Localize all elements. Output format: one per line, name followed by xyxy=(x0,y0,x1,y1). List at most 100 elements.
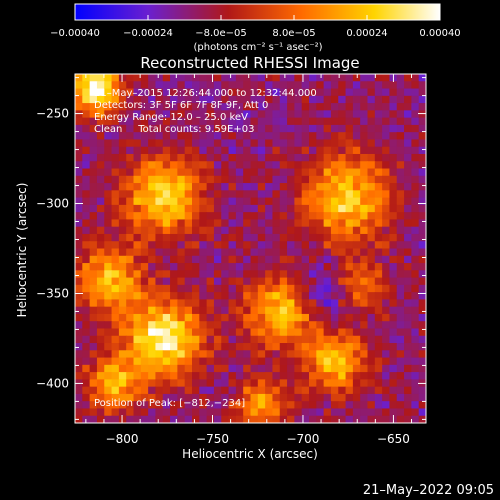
heatmap-cell xyxy=(221,393,230,402)
heatmap-cell xyxy=(82,321,91,330)
heatmap-cell xyxy=(104,284,113,293)
heatmap-cell xyxy=(162,372,171,380)
heatmap-cell xyxy=(301,153,310,162)
heatmap-cell xyxy=(352,343,361,351)
heatmap-cell xyxy=(272,263,281,271)
heatmap-cell xyxy=(396,161,405,170)
heatmap-cell xyxy=(206,103,215,111)
heatmap-cell xyxy=(111,379,120,388)
heatmap-cell xyxy=(104,379,113,388)
heatmap-cell xyxy=(206,284,215,293)
heatmap-cell xyxy=(323,379,332,388)
heatmap-cell xyxy=(330,284,339,293)
heatmap-cell xyxy=(162,161,171,170)
heatmap-cell xyxy=(235,190,244,199)
heatmap-cell xyxy=(411,197,420,206)
heatmap-cell xyxy=(213,95,222,104)
heatmap-cell xyxy=(82,248,91,257)
heatmap-cell xyxy=(257,277,266,286)
heatmap-cell xyxy=(133,219,142,228)
heatmap-cell xyxy=(257,175,266,184)
heatmap-cell xyxy=(257,248,266,257)
heatmap-cell xyxy=(257,124,266,133)
heatmap-cell xyxy=(243,277,252,286)
heatmap-cell xyxy=(89,233,98,242)
heatmap-cell xyxy=(133,306,142,315)
heatmap-cell xyxy=(352,103,361,111)
heatmap-cell xyxy=(279,357,288,366)
heatmap-cell xyxy=(352,357,361,366)
heatmap-cell xyxy=(111,415,120,423)
heatmap-cell xyxy=(352,212,361,221)
heatmap-cell xyxy=(360,168,369,177)
heatmap-cell xyxy=(221,328,230,337)
heatmap-cell xyxy=(272,255,281,264)
heatmap-cell xyxy=(250,132,259,141)
heatmap-cell xyxy=(338,306,347,315)
heatmap-cell xyxy=(338,88,347,97)
heatmap-cell xyxy=(82,255,91,264)
heatmap-cell xyxy=(301,212,310,221)
heatmap-cell xyxy=(140,226,149,235)
heatmap-cell xyxy=(192,212,200,221)
heatmap-cell xyxy=(323,401,332,410)
heatmap-cell xyxy=(104,204,113,213)
heatmap-cell xyxy=(287,117,295,126)
heatmap-cell xyxy=(294,146,303,155)
heatmap-cell xyxy=(301,263,310,271)
heatmap-cell xyxy=(104,372,113,380)
heatmap-cell xyxy=(170,183,178,191)
heatmap-cell xyxy=(89,190,98,199)
heatmap-cell xyxy=(235,175,244,184)
heatmap-cell xyxy=(279,88,288,97)
heatmap-cell xyxy=(89,146,98,155)
heatmap-cell xyxy=(104,183,113,191)
heatmap-cell xyxy=(206,313,215,322)
heatmap-cell xyxy=(96,328,105,337)
heatmap-cell xyxy=(330,168,339,177)
heatmap-cell xyxy=(301,321,310,330)
heatmap-cell xyxy=(96,81,105,90)
heatmap-cell xyxy=(177,328,186,337)
heatmap-cell xyxy=(162,364,171,373)
heatmap-cell xyxy=(221,270,230,279)
heatmap-cell xyxy=(96,357,105,366)
heatmap-cell xyxy=(192,233,200,242)
heatmap-cell xyxy=(309,350,317,359)
heatmap-cell xyxy=(396,401,405,410)
heatmap-cell xyxy=(148,212,157,221)
heatmap-cell xyxy=(155,248,164,257)
heatmap-cell xyxy=(301,284,310,293)
heatmap-cell xyxy=(82,241,91,250)
heatmap-cell xyxy=(382,74,391,82)
heatmap-cell xyxy=(118,95,127,104)
heatmap-cell xyxy=(184,212,193,221)
heatmap-cell xyxy=(272,335,281,344)
heatmap-cell xyxy=(352,313,361,322)
heatmap-cell xyxy=(140,350,149,359)
heatmap-cell xyxy=(265,197,274,206)
heatmap-cell xyxy=(213,379,222,388)
heatmap-cell xyxy=(111,408,120,417)
heatmap-cell xyxy=(418,292,426,300)
heatmap-cell xyxy=(96,393,105,402)
heatmap-cell xyxy=(338,197,347,206)
heatmap-cell xyxy=(396,146,405,155)
heatmap-cell xyxy=(111,161,120,170)
heatmap-cell xyxy=(118,299,127,308)
heatmap-cell xyxy=(199,204,208,213)
heatmap-cell xyxy=(162,183,171,191)
heatmap-cell xyxy=(228,408,237,417)
heatmap-cell xyxy=(382,255,391,264)
heatmap-cell xyxy=(177,284,186,293)
heatmap-cell xyxy=(243,292,252,300)
heatmap-cell xyxy=(140,277,149,286)
heatmap-cell xyxy=(265,110,274,119)
heatmap-cell xyxy=(228,190,237,199)
heatmap-cell xyxy=(213,270,222,279)
heatmap-cell xyxy=(323,372,332,380)
heatmap-cell xyxy=(177,364,186,373)
heatmap-cell xyxy=(316,219,325,228)
heatmap-cell xyxy=(301,299,310,308)
heatmap-cell xyxy=(418,168,426,177)
